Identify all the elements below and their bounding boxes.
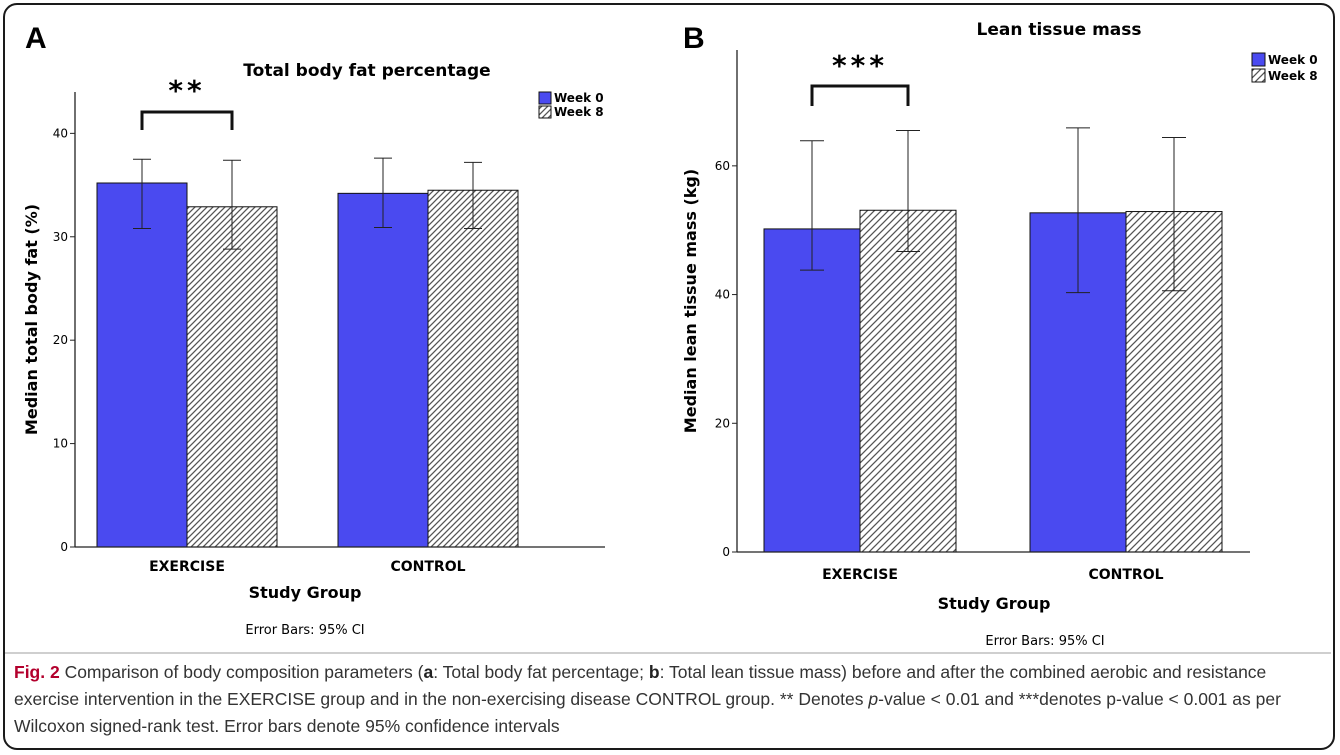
bar — [337, 192, 429, 548]
significance-label: ** — [168, 74, 205, 107]
bar — [859, 209, 957, 553]
caption-separator — [5, 652, 1331, 654]
category-label: EXERCISE — [149, 559, 225, 575]
y-tick-label: 40 — [715, 288, 730, 302]
y-axis-label: Median lean tissue mass (kg) — [681, 169, 700, 433]
panel-letter-b: B — [683, 22, 705, 55]
caption-key-a: a — [423, 662, 434, 682]
chart-panel-b: B Lean tissue mass EXERCISE CONTROL 0 20 40 60… — [681, 20, 1318, 649]
caption-text-a: : Total body fat percentage; — [433, 662, 649, 682]
category-label: CONTROL — [1088, 567, 1163, 583]
significance-bracket — [810, 84, 910, 106]
legend-label: Week 0 — [1268, 53, 1318, 67]
caption-intro: Comparison of body composition parameter… — [59, 662, 424, 682]
bar — [427, 189, 519, 548]
y-tick-label: 0 — [60, 540, 68, 554]
caption-key-b: b — [648, 662, 660, 682]
caption-text-b: : Total lean tissue mass) before and aft… — [14, 662, 1267, 709]
bar — [186, 206, 278, 548]
legend-swatch — [1251, 68, 1266, 83]
significance-label: *** — [832, 49, 888, 82]
x-axis-label: Study Group — [938, 594, 1051, 613]
chart-title: Lean tissue mass — [976, 20, 1141, 40]
chart-title: Total body fat percentage — [243, 61, 490, 81]
bar — [763, 228, 861, 553]
legend-swatch — [1251, 52, 1266, 67]
y-axis-label: Median total body fat (%) — [22, 204, 41, 435]
legend-label: Week 8 — [554, 105, 604, 119]
category-label: EXERCISE — [822, 567, 898, 583]
caption-p-italic: p — [868, 689, 879, 709]
legend-label: Week 8 — [1268, 69, 1318, 83]
y-tick-label: 0 — [722, 545, 730, 559]
y-tick-label: 60 — [715, 159, 730, 173]
legend-label: Week 0 — [554, 91, 604, 105]
figure-caption: Fig. 2 Comparison of body composition pa… — [14, 659, 1314, 740]
x-axis-label: Study Group — [249, 583, 362, 602]
significance-bracket — [140, 110, 234, 130]
legend-swatch — [538, 91, 552, 105]
chart-panel-a: A Total body fat percentage EXERCISE CONTR… — [22, 22, 605, 638]
y-tick-label: 40 — [53, 126, 68, 140]
caption-figure-label: Fig. 2 — [14, 662, 60, 682]
panel-letter-a: A — [25, 22, 47, 55]
error-bars-note: Error Bars: 95% CI — [985, 634, 1104, 649]
y-tick-label: 20 — [53, 333, 68, 347]
y-tick-label: 20 — [715, 416, 730, 430]
error-bars-note: Error Bars: 95% CI — [245, 623, 364, 638]
legend-swatch — [538, 105, 552, 119]
y-tick-label: 30 — [53, 230, 68, 244]
y-tick-label: 10 — [53, 437, 68, 451]
category-label: CONTROL — [390, 559, 465, 575]
caption-rest: -value < 0.01 and ***denotes p-value < 0… — [14, 689, 1281, 736]
